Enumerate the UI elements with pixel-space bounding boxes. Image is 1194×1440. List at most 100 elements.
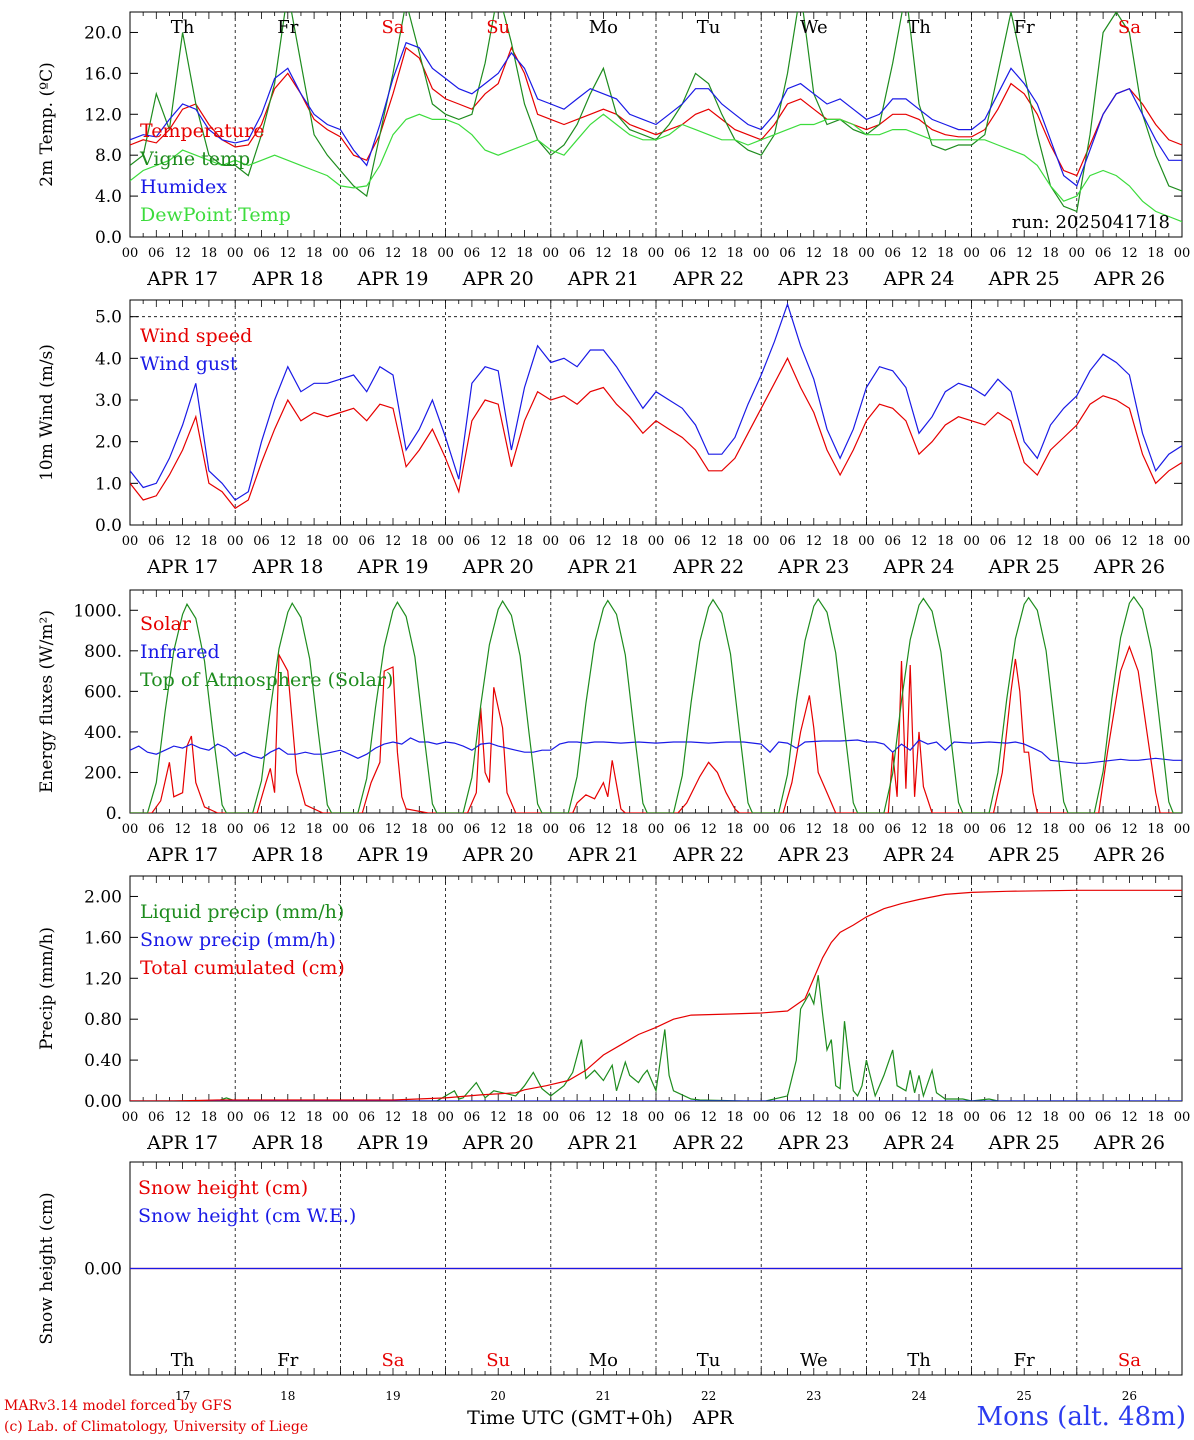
y-tick-label: 12.0: [84, 105, 122, 125]
day-number: 20: [491, 1389, 506, 1403]
date-label: APR 19: [356, 268, 428, 290]
hour-tick-label: 06: [253, 534, 270, 549]
hour-tick-label: 12: [700, 534, 717, 549]
hour-tick-label: 06: [569, 246, 586, 261]
day-abbr: Tu: [697, 17, 721, 38]
hour-tick-label: 12: [174, 534, 191, 549]
legend-entry: Temperature: [140, 120, 264, 142]
hour-tick-label: 00: [648, 246, 665, 261]
date-label: APR 23: [777, 1132, 849, 1154]
hour-tick-label: 12: [1121, 246, 1138, 261]
hour-tick-label: 18: [1042, 1110, 1059, 1125]
hour-tick-label: 12: [911, 246, 928, 261]
date-label: APR 21: [567, 268, 639, 290]
y-tick-label: 0.80: [84, 1010, 122, 1030]
hour-tick-label: 12: [385, 1110, 402, 1125]
y-tick-label: 600.: [84, 682, 122, 702]
hour-tick-label: 06: [358, 246, 375, 261]
series-line-humidex: [130, 41, 1182, 187]
hour-tick-label: 00: [227, 1110, 244, 1125]
hour-tick-label: 00: [543, 246, 560, 261]
plot-frame: [129, 299, 1183, 526]
hour-tick-label: 18: [516, 246, 533, 261]
y-tick-label: 1000.: [73, 601, 122, 621]
hour-tick-label: 06: [1095, 1110, 1112, 1125]
hour-tick-label: 06: [1095, 246, 1112, 261]
hour-tick-label: 18: [411, 246, 428, 261]
hour-tick-label: 00: [858, 534, 875, 549]
date-label: APR 24: [882, 556, 954, 578]
day-abbr: We: [800, 1350, 828, 1371]
hour-tick-label: 06: [148, 1110, 165, 1125]
hour-tick-label: 00: [858, 1110, 875, 1125]
hour-tick-label: 00: [1069, 246, 1086, 261]
hour-tick-label: 00: [753, 246, 770, 261]
hour-tick-label: 12: [385, 822, 402, 837]
hour-tick-label: 18: [621, 534, 638, 549]
date-label: APR 18: [251, 844, 323, 866]
date-label: APR 24: [882, 268, 954, 290]
hour-tick-label: 00: [543, 1110, 560, 1125]
hour-tick-label: 06: [674, 246, 691, 261]
legend-entry: Humidex: [140, 176, 227, 198]
x-axis-label: Time UTC (GMT+0h): [467, 1407, 673, 1429]
hour-tick-label: 06: [569, 822, 586, 837]
hour-tick-label: 18: [832, 534, 849, 549]
y-axis-label: Snow height (cm): [37, 1192, 57, 1344]
date-label: APR 18: [251, 556, 323, 578]
legend-entry: DewPoint Temp: [140, 204, 291, 226]
hour-tick-label: 18: [727, 534, 744, 549]
date-label: APR 17: [146, 268, 218, 290]
hour-tick-label: 18: [1147, 822, 1164, 837]
hour-tick-label: 12: [911, 822, 928, 837]
hour-tick-label: 18: [621, 246, 638, 261]
hour-tick-label: 00: [963, 822, 980, 837]
day-number: 17: [175, 1389, 190, 1403]
hour-tick-label: 18: [516, 1110, 533, 1125]
date-label: APR 18: [251, 1132, 323, 1154]
hour-tick-label: 00: [122, 822, 139, 837]
hour-tick-label: 12: [700, 246, 717, 261]
hour-tick-label: 06: [779, 534, 796, 549]
day-abbr: Sa: [381, 1350, 404, 1371]
date-label: APR 20: [462, 268, 534, 290]
legend-entry: Vigne temp: [139, 148, 250, 170]
hour-tick-label: 12: [490, 246, 507, 261]
date-label: APR 18: [251, 268, 323, 290]
hour-tick-label: 00: [1174, 1110, 1191, 1125]
hour-tick-label: 06: [358, 822, 375, 837]
hour-tick-label: 18: [411, 534, 428, 549]
date-label: APR 24: [882, 1132, 954, 1154]
hour-tick-label: 12: [385, 534, 402, 549]
hour-tick-label: 18: [516, 822, 533, 837]
hour-tick-label: 00: [437, 1110, 454, 1125]
day-abbr: We: [800, 17, 828, 38]
hour-tick-label: 18: [1147, 246, 1164, 261]
date-label: APR 23: [777, 556, 849, 578]
day-number: 26: [1122, 1389, 1137, 1403]
hour-tick-label: 00: [858, 822, 875, 837]
day-abbr: Su: [486, 17, 510, 38]
date-label: APR 20: [462, 556, 534, 578]
hour-tick-label: 06: [253, 1110, 270, 1125]
date-label: APR 25: [988, 268, 1060, 290]
date-label: APR 22: [672, 268, 744, 290]
hour-tick-label: 06: [148, 822, 165, 837]
series-line-total-cumulated-cm-: [130, 889, 1182, 1101]
series-line-infrared: [130, 737, 1182, 764]
hour-tick-label: 18: [201, 1110, 218, 1125]
hour-tick-label: 18: [937, 534, 954, 549]
hour-tick-label: 18: [306, 246, 323, 261]
hour-tick-label: 18: [201, 246, 218, 261]
hour-tick-label: 00: [332, 822, 349, 837]
legend-entry: Wind speed: [140, 325, 252, 347]
hour-tick-label: 06: [990, 822, 1007, 837]
panel-5: 0.00 Snow height (cm) Snow height (cm) Snow…: [37, 1161, 1183, 1429]
hour-tick-label: 06: [358, 534, 375, 549]
date-label: APR 21: [567, 844, 639, 866]
hour-tick-label: 00: [963, 246, 980, 261]
date-label: APR 19: [356, 1132, 428, 1154]
y-tick-label: 800.: [84, 642, 122, 662]
series-line-wind-gust: [130, 302, 1182, 501]
hour-tick-label: 12: [806, 822, 823, 837]
